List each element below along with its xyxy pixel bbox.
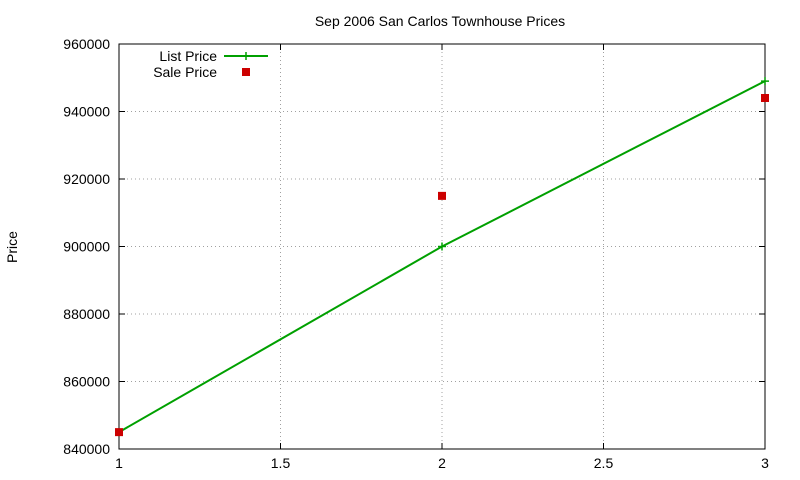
legend-marker-sale-price [242, 68, 250, 76]
legend-marker-list-price [242, 52, 250, 60]
x-tick-label: 2 [438, 455, 446, 471]
legend-label-list-price: List Price [159, 48, 217, 64]
y-tick-label: 860000 [63, 374, 110, 390]
sale-price-point [761, 94, 769, 102]
chart-title: Sep 2006 San Carlos Townhouse Prices [315, 13, 565, 29]
y-tick-label: 900000 [63, 239, 110, 255]
tick-layer: 840000 860000 880000 900000 920000 940000 9600… [63, 36, 769, 471]
list-price-point [761, 77, 769, 86]
y-tick-label: 940000 [63, 104, 110, 120]
y-tick-label: 880000 [63, 306, 110, 322]
y-axis-label: Price [4, 231, 20, 263]
list-price-point [438, 242, 446, 251]
legend-label-sale-price: Sale Price [153, 64, 217, 80]
x-tick-label: 2.5 [594, 455, 614, 471]
sale-price-point [438, 191, 446, 200]
x-tick-label: 1 [115, 455, 123, 471]
series-layer [115, 77, 769, 437]
y-tick-label: 960000 [63, 36, 110, 52]
x-tick-label: 3 [761, 455, 769, 471]
sale-price-point [115, 428, 123, 437]
x-tick-label: 1.5 [271, 455, 291, 471]
y-tick-label: 920000 [63, 171, 110, 187]
y-tick-label: 840000 [63, 441, 110, 457]
